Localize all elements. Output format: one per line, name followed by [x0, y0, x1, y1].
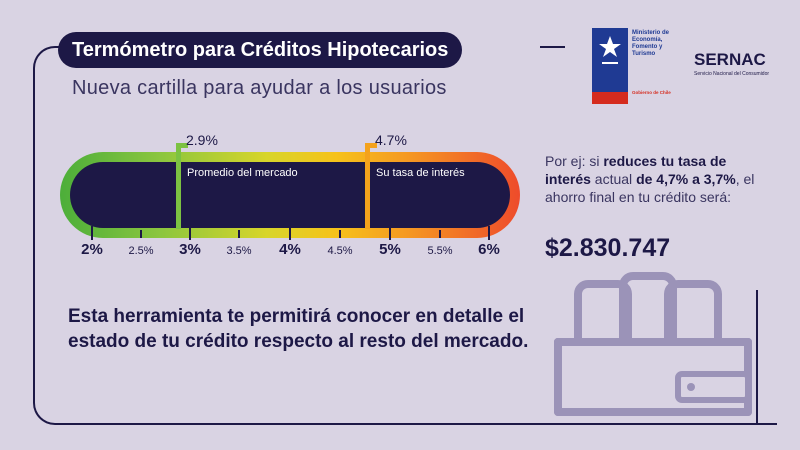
gobierno-red-stripe — [592, 92, 628, 104]
frame-right-edge — [756, 290, 758, 423]
scale-label: 4% — [279, 241, 301, 258]
your-rate-marker — [365, 143, 370, 229]
page-subtitle: Nueva cartilla para ayudar a los usuario… — [72, 77, 447, 99]
your-rate-marker-cap — [365, 143, 377, 148]
scale-label: 6% — [478, 241, 500, 258]
your-rate-value: 4.7% — [375, 132, 407, 148]
body-text: Esta herramienta te permitirá conocer en… — [68, 306, 529, 352]
scale-label: 5% — [379, 241, 401, 258]
scale-tick — [389, 226, 391, 240]
scale-tick — [488, 226, 490, 240]
gobierno-text: Ministerio de Economía, Fomento y Turism… — [632, 30, 670, 57]
scale-label: 3% — [179, 241, 201, 258]
scale-tick — [339, 230, 341, 238]
market-average-label: Promedio del mercado — [187, 167, 298, 179]
market-average-marker-cap — [176, 143, 188, 148]
your-rate-label: Su tasa de interés — [376, 167, 465, 179]
example-text: Por ej: si reduces tu tasa de interés ac… — [545, 153, 755, 205]
thermometer-fill — [70, 162, 510, 228]
page-title: Termómetro para Créditos Hipotecarios — [58, 32, 463, 68]
scale-label: 4.5% — [327, 245, 353, 257]
star-icon — [599, 36, 621, 64]
scale-tick — [289, 226, 291, 240]
savings-amount: $2.830.747 — [545, 234, 671, 262]
gobierno-logo: Ministerio de Economía, Fomento y Turism… — [592, 28, 682, 104]
market-average-marker — [176, 143, 181, 229]
scale-tick — [140, 230, 142, 238]
sernac-logo: SERNAC — [694, 50, 766, 69]
scale-label: 2.5% — [128, 245, 154, 257]
sernac-sub: Servicio Nacional del Consumidor — [694, 71, 770, 77]
scale-tick — [439, 230, 441, 238]
scale-label: 2% — [81, 241, 103, 258]
scale-label: 3.5% — [226, 245, 252, 257]
scale-tick — [238, 230, 240, 238]
scale-tick — [189, 226, 191, 240]
gobierno-sub: Gobierno de Chile — [632, 90, 671, 95]
market-average-value: 2.9% — [186, 132, 218, 148]
scale-tick — [91, 226, 93, 240]
gobierno-flag-block — [592, 28, 628, 104]
wallet-icon — [554, 272, 752, 416]
scale-label: 5.5% — [427, 245, 453, 257]
